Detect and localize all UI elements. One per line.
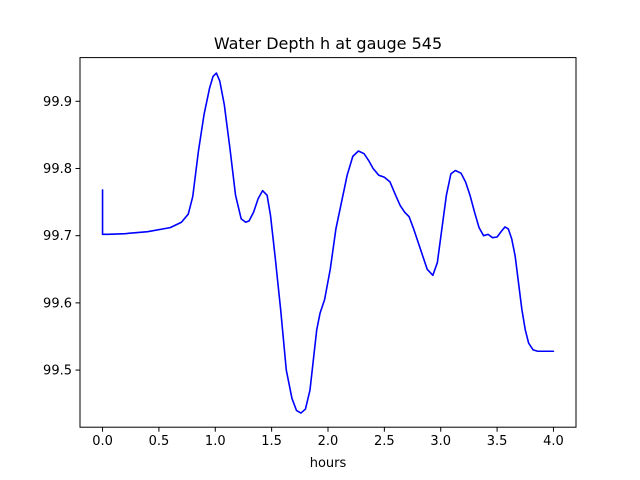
y-tick-label: 99.6 [43, 296, 72, 311]
y-tick-label: 99.8 [43, 162, 72, 177]
y-tick-label: 99.5 [43, 364, 72, 379]
x-tick-label: 3.5 [487, 434, 508, 449]
x-axis-label: hours [310, 456, 347, 471]
x-tick-label: 1.5 [261, 434, 282, 449]
y-tick-label: 99.7 [43, 229, 72, 244]
x-tick-label: 3.0 [430, 434, 451, 449]
chart-title: Water Depth h at gauge 545 [214, 34, 442, 53]
x-tick-label: 2.0 [318, 434, 339, 449]
x-axis-ticks: 0.0 0.5 1.0 1.5 2.0 2.5 3.0 3.5 4.0 [92, 427, 564, 449]
series-layer [101, 72, 555, 414]
x-tick-label: 1.0 [205, 434, 226, 449]
series-line-0 [101, 72, 555, 414]
x-tick-label: 2.5 [374, 434, 395, 449]
y-axis-ticks: 99.5 99.6 99.7 99.8 99.9 [43, 95, 80, 379]
y-tick-label: 99.9 [43, 95, 72, 110]
x-tick-label: 0.5 [149, 434, 170, 449]
x-tick-label: 4.0 [543, 434, 564, 449]
x-tick-label: 0.0 [92, 434, 113, 449]
